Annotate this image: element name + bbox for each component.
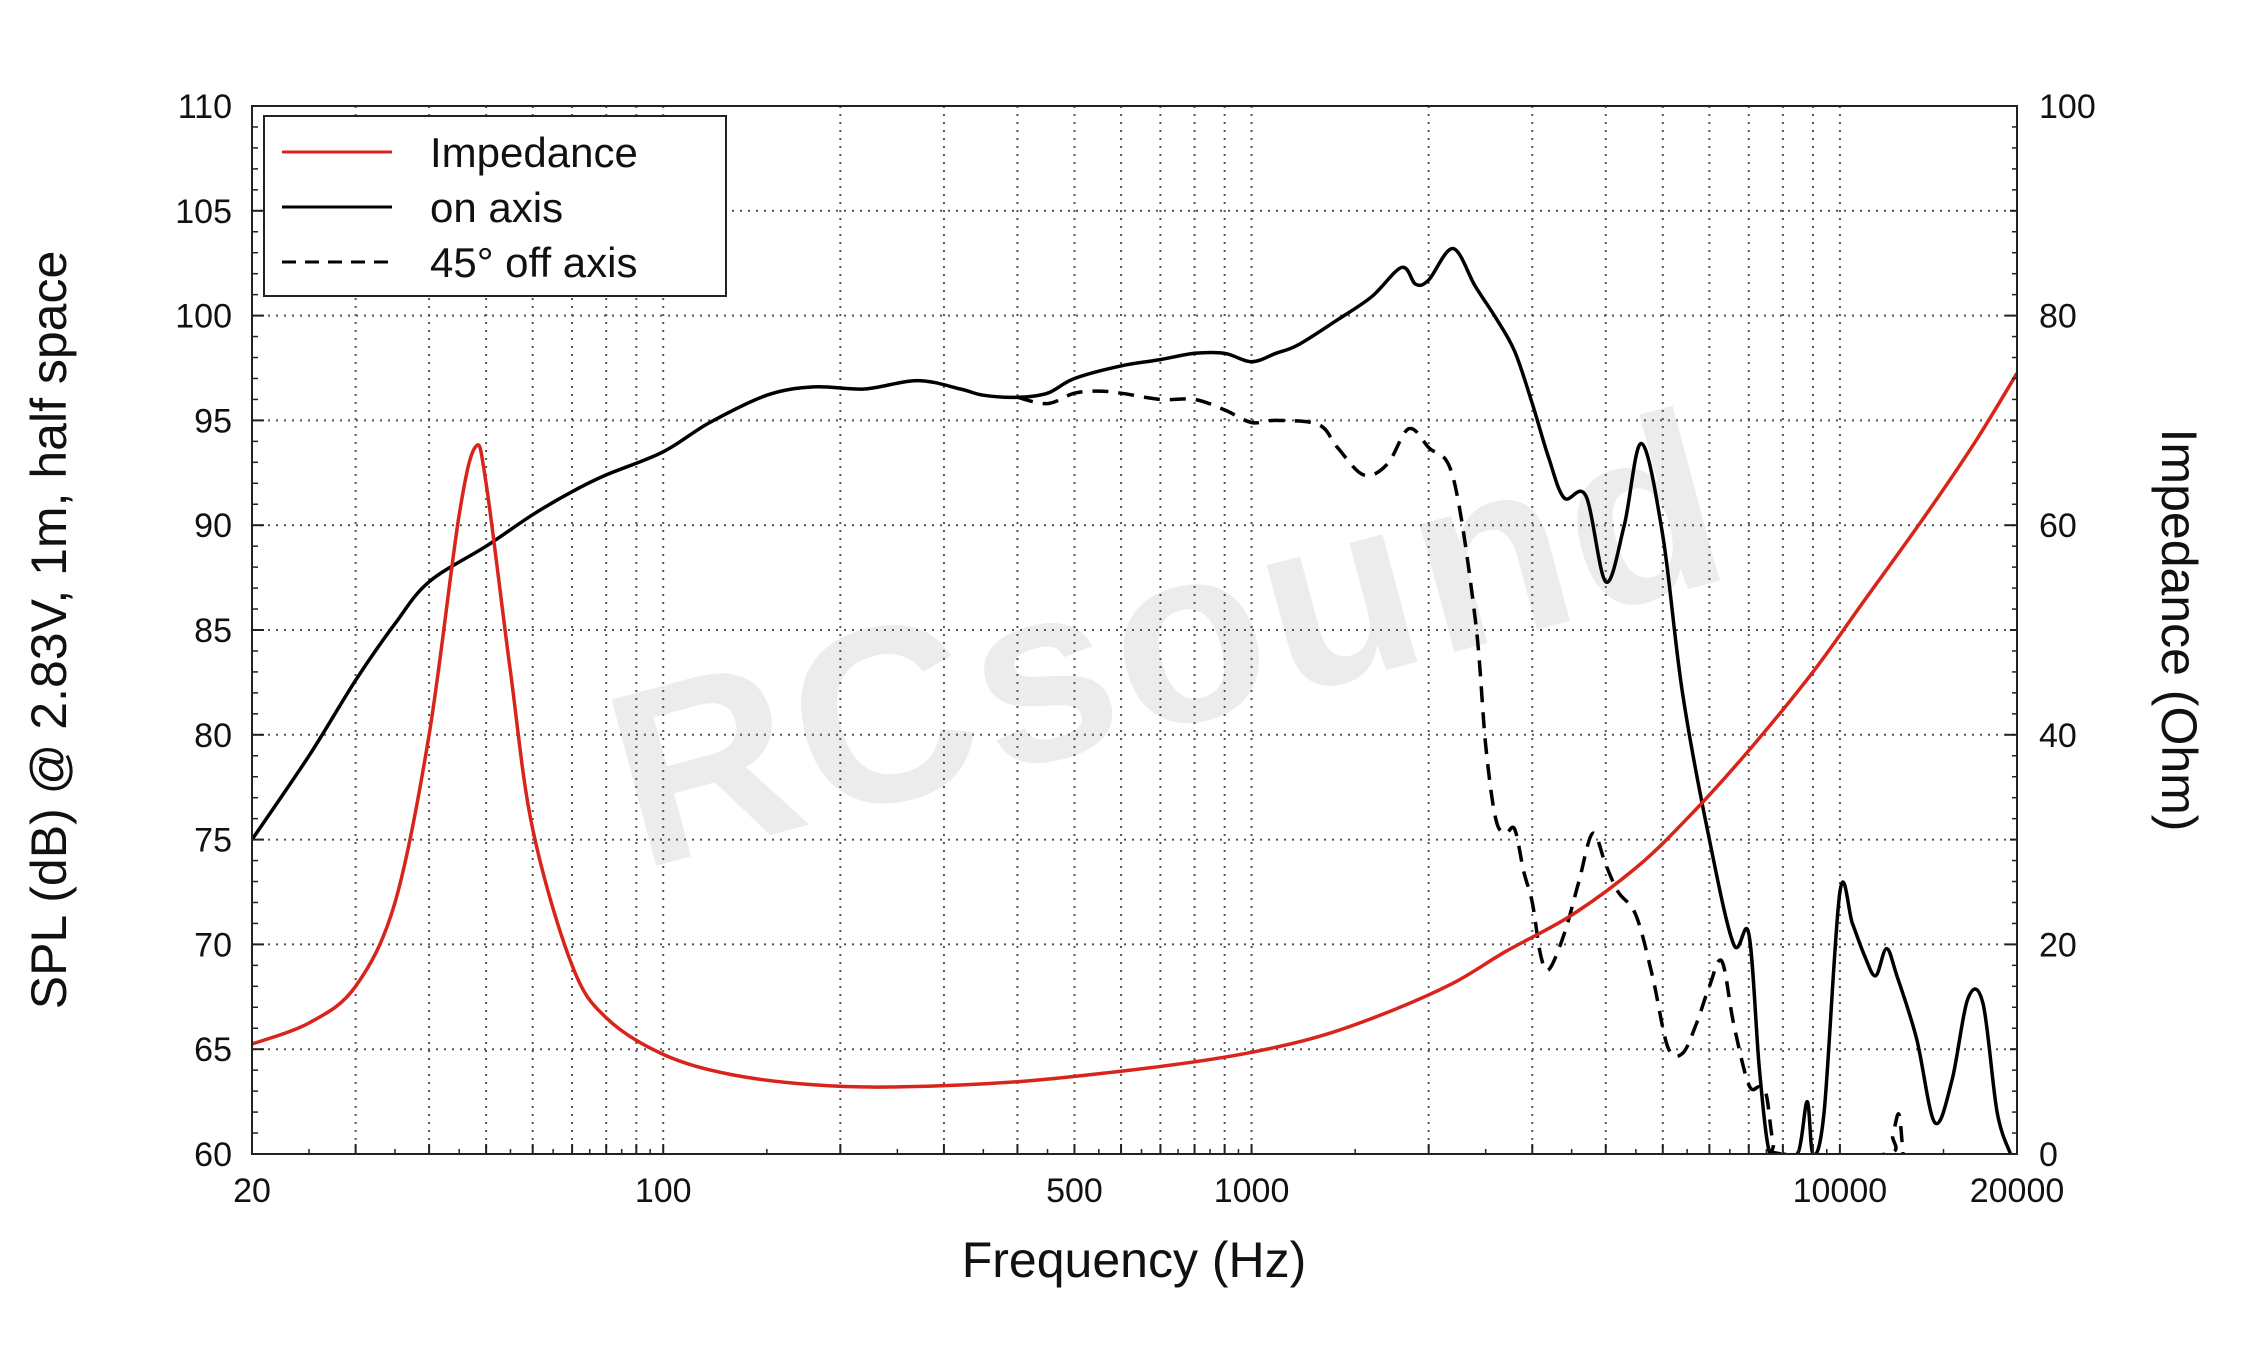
y-tick-label: 105 bbox=[175, 193, 232, 231]
x-tick-label: 10000 bbox=[1793, 1172, 1888, 1210]
x-tick-label: 500 bbox=[1046, 1172, 1103, 1210]
tick-labels: 20 100 500 1000 10000 20000606570758085909510… bbox=[175, 88, 2095, 1210]
y-tick-label: 110 bbox=[178, 88, 232, 126]
x-tick-label: 1000 bbox=[1214, 1172, 1290, 1210]
y-tick-label: 95 bbox=[194, 402, 232, 440]
legend: Impedance on axis 45° off axis bbox=[263, 115, 727, 297]
y-tick-label: 80 bbox=[194, 717, 232, 755]
y2-tick-label: 100 bbox=[2039, 88, 2096, 126]
watermark-logo: RCsound bbox=[582, 357, 1754, 921]
y-tick-label: 60 bbox=[194, 1136, 232, 1174]
y2-tick-label: 60 bbox=[2039, 507, 2077, 545]
legend-label-impedance: Impedance bbox=[430, 129, 638, 176]
y2-axis-title: Impedance (Ohm) bbox=[2151, 429, 2207, 832]
series-line-impedance bbox=[252, 372, 2017, 1089]
y-tick-label: 90 bbox=[194, 507, 232, 545]
x-tick-label: 20000 bbox=[1970, 1172, 2065, 1210]
x-tick-label: 100 bbox=[635, 1172, 692, 1210]
y2-tick-label: 0 bbox=[2039, 1136, 2058, 1174]
series-line-on-axis bbox=[252, 246, 2013, 1154]
y-axis-title: SPL (dB) @ 2.83V, 1m, half space bbox=[21, 251, 77, 1010]
y-tick-label: 85 bbox=[194, 612, 232, 650]
grid bbox=[252, 106, 2017, 1154]
tick-marks bbox=[252, 105, 2017, 1155]
x-tick-label: 20 bbox=[233, 1172, 271, 1210]
x-axis-title: Frequency (Hz) bbox=[962, 1232, 1307, 1288]
y2-tick-label: 40 bbox=[2039, 717, 2077, 755]
y-tick-label: 65 bbox=[194, 1031, 232, 1069]
y2-tick-label: 20 bbox=[2039, 926, 2077, 964]
legend-label-off-axis: 45° off axis bbox=[430, 239, 637, 286]
y2-tick-label: 80 bbox=[2039, 298, 2077, 336]
y-tick-label: 100 bbox=[175, 298, 232, 336]
series-lines bbox=[252, 246, 2017, 1154]
y-tick-label: 70 bbox=[194, 926, 232, 964]
series-line-45-off-axis bbox=[1016, 389, 1905, 1154]
legend-label-on-axis: on axis bbox=[430, 184, 563, 231]
y-tick-label: 75 bbox=[194, 822, 232, 860]
